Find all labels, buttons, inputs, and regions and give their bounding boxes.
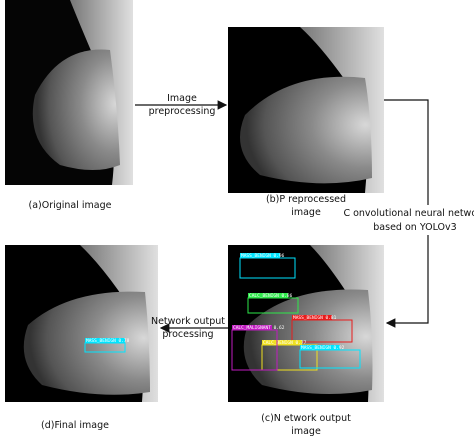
detection-label: CALC_BENIGN 0.86 (249, 293, 293, 299)
caption: image (291, 426, 321, 437)
arrow-label: based on YOLOv3 (373, 222, 456, 233)
arrow-label: Image (167, 93, 197, 104)
detection-label: MASS_BENIGN 0.96 (241, 253, 285, 259)
original-image (5, 0, 133, 185)
detection-label: MASS_BENIGN 0.78 (86, 338, 130, 344)
caption: (d)Final image (41, 420, 109, 431)
detection-tag (300, 345, 340, 350)
caption: (b)P reprocessed (266, 194, 346, 205)
arrow-label: Network output (151, 316, 225, 327)
detection-label: MASS_BENIGN 0.81 (293, 315, 337, 321)
detection-tag (232, 325, 272, 330)
network-output-image: MASS_BENIGN 0.96 CALC_BENIGN 0.86 MASS_BEN… (228, 245, 384, 402)
caption: (c)N etwork output (261, 413, 351, 424)
detection-label: CALC_BENIGN 0.77 (263, 340, 307, 346)
detection-tag (262, 340, 302, 345)
detection-tag (240, 253, 280, 258)
arrow-label: preprocessing (149, 106, 216, 117)
arrow-label: processing (162, 329, 213, 340)
caption: image (291, 207, 321, 218)
detection-tag (292, 315, 332, 320)
detection-label: CALC_MALIGNANT 0.62 (233, 325, 285, 331)
detection-tag (85, 338, 125, 343)
final-image: MASS_BENIGN 0.78 (5, 245, 158, 402)
detection-label: MASS_BENIGN 0.92 (301, 345, 345, 351)
arrow-label: C onvolutional neural network (343, 208, 474, 219)
caption: (a)Original image (28, 200, 111, 211)
detection-tag (248, 293, 288, 298)
preprocessed-image (228, 27, 384, 193)
